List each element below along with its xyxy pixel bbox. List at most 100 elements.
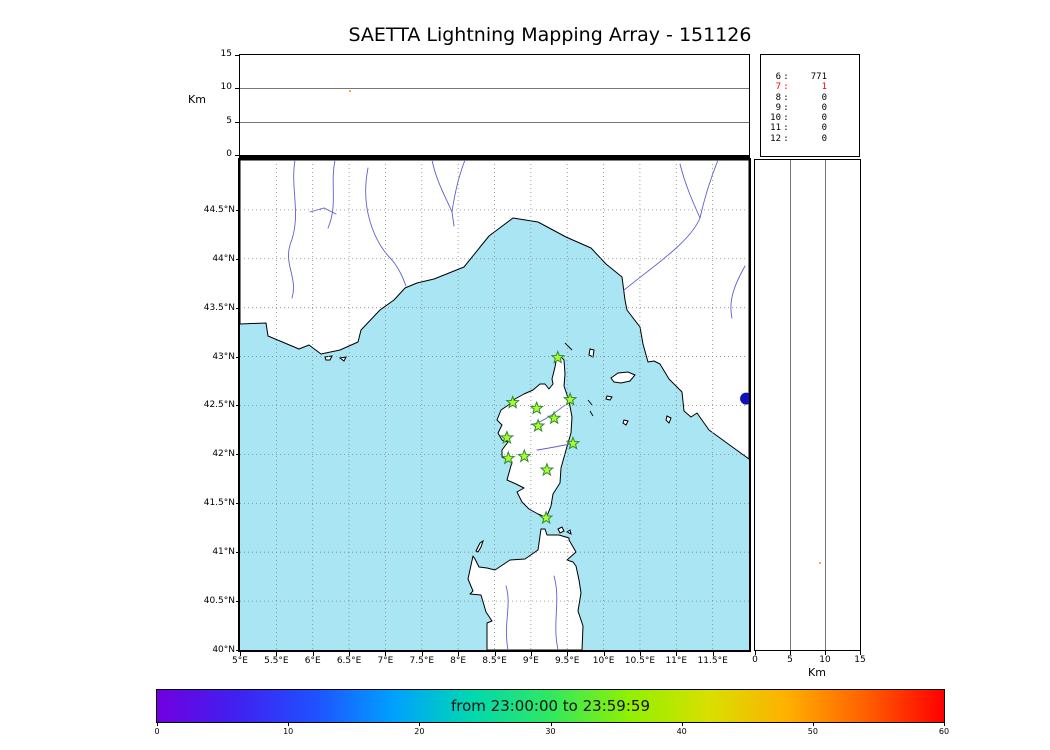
tick-mark <box>790 651 791 655</box>
lon-tick-label: 10.5°E <box>624 656 656 666</box>
station-count-row: 7: 1 <box>765 82 859 92</box>
tick-mark <box>567 652 569 656</box>
station-number: 11 <box>770 123 781 134</box>
tick-mark <box>812 723 814 726</box>
colorbar-tick-label: 50 <box>807 727 818 736</box>
altitude-tick-label: 0 <box>752 655 758 665</box>
lma-station-marker <box>499 430 515 444</box>
mainland-coast <box>240 160 749 460</box>
source-count: 0 <box>821 113 827 124</box>
tick-mark <box>236 209 240 211</box>
lat-tick-label: 42.5°N <box>203 400 235 411</box>
lma-station-marker <box>562 391 578 406</box>
altitude-tick-label: 10 <box>819 655 831 665</box>
giglio-island <box>665 415 672 424</box>
lon-tick-label: 8.5°E <box>482 656 507 666</box>
altitude-tick-label: 5 <box>226 115 232 126</box>
lon-tick-label: 5°E <box>232 656 248 666</box>
altitude-tick-label: 15 <box>220 49 232 59</box>
source-count: 771 <box>810 72 827 82</box>
tick-mark <box>236 503 240 505</box>
plot-title: SAETTA Lightning Mapping Array - 151126 <box>348 24 752 46</box>
tick-mark <box>639 652 641 656</box>
lightning-sources <box>740 392 749 405</box>
separator: : <box>783 82 789 93</box>
source-count: 0 <box>821 92 827 103</box>
lma-station-marker <box>546 410 562 425</box>
separator: : <box>783 102 789 113</box>
tick-mark <box>712 652 714 656</box>
sardinia-landmass <box>467 528 584 650</box>
colorbar-tick-label: 10 <box>283 727 294 736</box>
colorbar-tick-label: 30 <box>545 727 556 736</box>
station-number: 6 <box>775 72 781 82</box>
tick-mark <box>235 155 239 156</box>
tick-mark <box>458 652 460 656</box>
separator: : <box>783 92 789 103</box>
station-number: 10 <box>770 113 781 124</box>
colorbar-tick-label: 20 <box>414 727 425 736</box>
tick-mark <box>236 258 240 260</box>
height-time-panel <box>239 54 750 158</box>
tick-mark <box>288 723 290 726</box>
source-point <box>348 90 351 92</box>
station-number: 8 <box>775 92 781 103</box>
altitude-axis-label-top: Km <box>188 93 206 106</box>
tick-mark <box>312 652 314 656</box>
tick-mark <box>603 652 605 656</box>
altitude-tick-label: 5 <box>787 655 793 665</box>
tick-mark <box>235 121 239 123</box>
lat-tick-label: 42°N <box>212 449 235 460</box>
lat-tick-label: 43.5°N <box>203 302 235 313</box>
source-count: 0 <box>821 102 827 113</box>
station-number: 9 <box>775 102 781 113</box>
colorbar-tick-label: 40 <box>676 727 687 736</box>
islet-marks <box>564 342 594 417</box>
altitude-tick-label: 0 <box>226 149 232 159</box>
montecristo-island <box>622 419 629 426</box>
altitude-tick-label: 15 <box>854 655 866 665</box>
station-count-histogram-panel: 6: 771 7: 1 8: 0 9: 0 10: 0 11: 0 12: 0 <box>760 54 860 157</box>
station-count-row: 11: 0 <box>765 123 859 133</box>
tick-mark <box>157 723 158 726</box>
station-count-row: 12: 0 <box>765 134 859 144</box>
colorbar-time-label: from 23:00:00 to 23:59:59 <box>450 697 650 715</box>
lon-tick-label: 5.5°E <box>264 656 289 666</box>
maddalena-islands <box>557 526 572 535</box>
tick-mark <box>676 652 678 656</box>
lon-tick-label: 6°E <box>304 656 321 666</box>
station-count-row: 8: 0 <box>765 93 859 103</box>
tick-mark <box>494 652 496 656</box>
separator: : <box>783 123 789 134</box>
map-grid <box>240 160 749 650</box>
tick-mark <box>235 55 239 56</box>
map-canvas <box>240 160 749 650</box>
lon-tick-label: 11.5°E <box>697 656 728 666</box>
lma-stations <box>499 349 581 525</box>
lma-station-marker <box>517 448 532 463</box>
lon-tick-label: 10°E <box>592 656 615 666</box>
source-count: 0 <box>821 133 827 144</box>
height-latitude-panel <box>754 159 861 651</box>
map-panel <box>238 158 751 652</box>
colorbar-tick-label: 60 <box>938 727 950 736</box>
hyeres-islands <box>324 355 347 362</box>
tick-mark <box>236 454 240 456</box>
altitude-axis-label-right: Km <box>808 666 826 679</box>
panel-grid-line <box>825 160 826 650</box>
lat-tick-label: 44.5°N <box>203 204 235 215</box>
pianosa-island <box>605 395 613 401</box>
rivers <box>288 160 746 650</box>
lat-tick-label: 41.5°N <box>203 498 235 509</box>
lon-tick-label: 9.5°E <box>554 656 580 666</box>
lma-station-marker <box>550 349 566 364</box>
colorbar: from 23:00:00 to 23:59:59 <box>156 689 945 723</box>
lon-tick-label: 7°E <box>377 656 394 666</box>
lma-station-marker <box>530 418 546 433</box>
lat-tick-label: 41°N <box>212 547 235 558</box>
lma-station-marker <box>538 510 554 525</box>
lon-tick-label: 8°E <box>450 656 467 666</box>
lma-station-marker <box>501 450 516 465</box>
source-count: 0 <box>821 123 827 134</box>
